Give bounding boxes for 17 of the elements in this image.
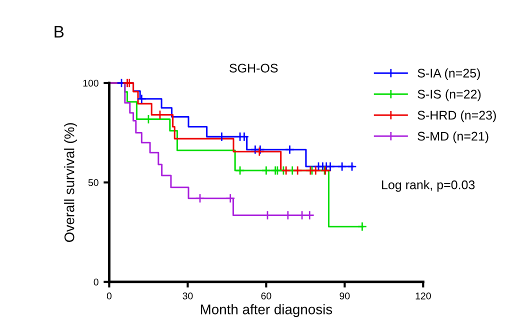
y-tick-label: 50 (88, 179, 98, 186)
annotation: Log rank, p=0.03 (382, 180, 475, 192)
legend-label: S-IA (n=25) (418, 68, 480, 80)
text: B (54, 26, 64, 38)
legend-label: S-IS (n=22) (418, 89, 481, 102)
y-axis-title: Overall survival (%) (64, 123, 78, 242)
x-axis-title: Month after diagnosis (200, 304, 332, 318)
legend-label: S-HRD (n=23) (418, 110, 496, 122)
y-tick-label: 100 (83, 80, 98, 87)
legend-label: S-MD (n=21) (418, 131, 488, 144)
x-tick-label: 120 (416, 292, 431, 300)
x-tick-label: 90 (340, 292, 350, 300)
x-tick-label: 30 (182, 292, 193, 300)
x-tick-label: 0 (106, 292, 112, 300)
y-tick-label: 0 (94, 278, 98, 286)
x-tick-label: 60 (261, 292, 272, 300)
chart-title: SGH-OS (230, 64, 278, 73)
